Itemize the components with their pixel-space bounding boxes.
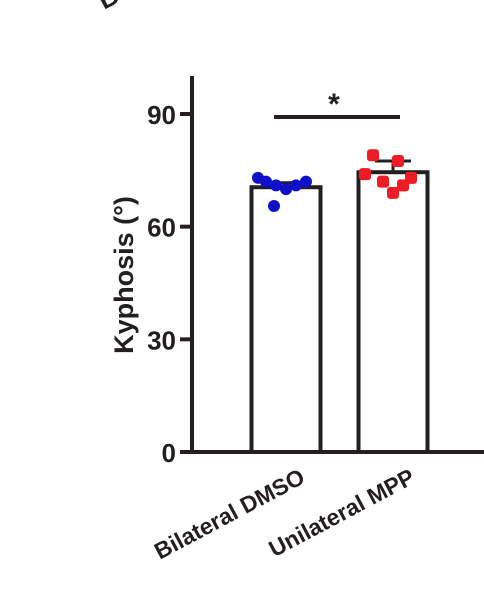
y-tick-label: 0 — [162, 438, 176, 468]
bars — [249, 170, 430, 454]
y-tick-label: 60 — [147, 213, 176, 243]
data-point — [268, 200, 280, 213]
y-tick-label: 30 — [147, 325, 176, 355]
y-axis-title: Kyphosis (°) — [109, 196, 139, 354]
significance-label: * — [328, 88, 340, 121]
bar — [356, 170, 430, 454]
y-tick-label: 90 — [147, 100, 176, 130]
data-point — [300, 175, 312, 188]
panel-label-fragment: B — [93, 0, 124, 15]
data-points — [252, 149, 417, 213]
data-point — [377, 175, 389, 188]
data-point — [359, 168, 371, 181]
data-point — [397, 179, 409, 192]
data-point — [367, 149, 379, 162]
data-point — [387, 186, 399, 199]
data-point — [280, 183, 292, 196]
y-ticks: 0 30 60 90 — [147, 100, 192, 468]
data-point — [392, 154, 404, 167]
data-point — [260, 175, 272, 188]
data-point — [290, 179, 302, 192]
data-point — [270, 179, 282, 192]
bar — [249, 185, 323, 454]
